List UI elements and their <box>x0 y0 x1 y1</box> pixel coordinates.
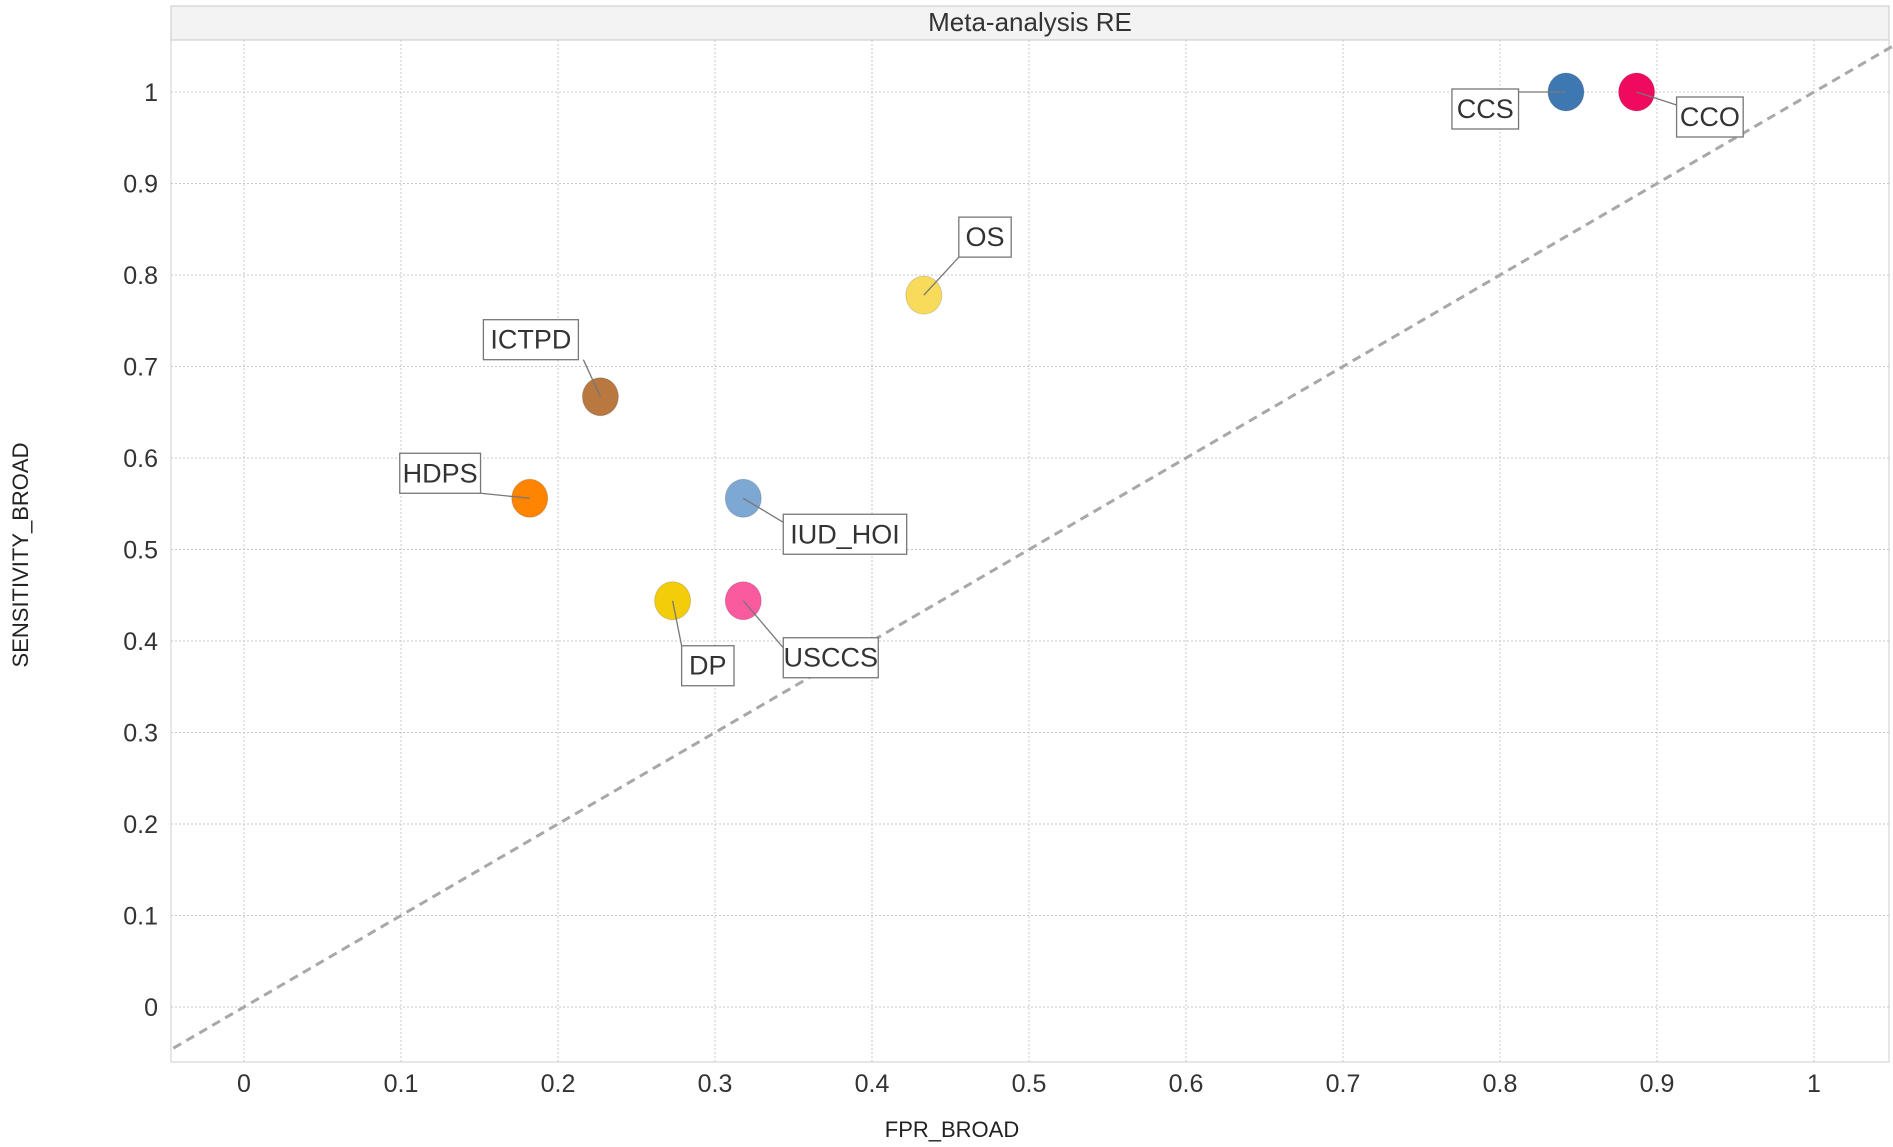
chart-title: Meta-analysis RE <box>928 7 1132 37</box>
label-leader-line <box>480 492 530 499</box>
x-tick-label: 0.8 <box>1483 1070 1518 1098</box>
label-leader-line <box>1636 91 1677 106</box>
point-label-box <box>680 645 735 687</box>
axis-ticks: 0 0.1 0.2 0.3 0.4 0.5 0.6 0.7 0.8 0.9 1 0 0.1 0.2 0.3 0… <box>123 79 1821 1098</box>
y-tick-label: 0.3 <box>123 720 158 748</box>
y-tick-label: 0.9 <box>123 171 158 199</box>
label-leader-line <box>742 497 784 523</box>
label-leader-line <box>923 256 960 296</box>
x-tick-label: 0.2 <box>541 1070 576 1098</box>
y-tick-label: 1 <box>144 79 158 107</box>
x-tick-label: 0.7 <box>1326 1070 1361 1098</box>
x-tick-label: 0.9 <box>1640 1070 1675 1098</box>
y-tick-label: 0.5 <box>123 537 158 565</box>
point-label-box <box>958 216 1012 258</box>
point-label-box <box>1675 96 1744 138</box>
reference-diagonal-line <box>172 44 1893 1050</box>
point-label-box <box>782 637 879 679</box>
point-label-box <box>782 513 908 555</box>
y-tick-label: 0 <box>144 994 158 1022</box>
x-tick-label: 0.6 <box>1169 1070 1204 1098</box>
point-label: DP <box>689 651 727 681</box>
point-label: HDPS <box>403 458 478 488</box>
x-axis-title: FPR_BROAD <box>885 1117 1019 1142</box>
point-label-box <box>482 319 580 361</box>
point-label-box <box>1451 88 1520 130</box>
title-strip <box>170 5 1890 41</box>
x-tick-label: 0.5 <box>1012 1070 1047 1098</box>
point-label-box <box>399 452 482 494</box>
point-label: OS <box>966 222 1005 252</box>
y-tick-label: 0.1 <box>123 903 158 931</box>
point-label: ICTPD <box>490 325 571 355</box>
x-tick-label: 0.4 <box>855 1070 890 1098</box>
point-labels: CCS CCO OS ICTPD HDPS IUD_HOI DP USCCS <box>399 88 1744 687</box>
x-tick-label: 1 <box>1807 1070 1821 1098</box>
y-tick-label: 0.2 <box>123 811 158 839</box>
plot-background <box>170 39 1890 1063</box>
reference-line-layer <box>172 44 1893 1050</box>
point-label: CCO <box>1680 102 1740 132</box>
y-tick-label: 0.4 <box>123 628 158 656</box>
y-axis-title: SENSITIVITY_BROAD <box>8 443 33 668</box>
y-tick-label: 0.6 <box>123 445 158 473</box>
point-label: USCCS <box>784 643 879 673</box>
label-leader-line <box>582 359 601 397</box>
x-tick-label: 0.1 <box>384 1070 419 1098</box>
label-leader-line <box>671 600 683 646</box>
y-tick-label: 0.8 <box>123 262 158 290</box>
point-label: CCS <box>1457 94 1514 124</box>
point-label: IUD_HOI <box>790 519 900 549</box>
x-tick-label: 0.3 <box>698 1070 733 1098</box>
y-tick-label: 0.7 <box>123 354 158 382</box>
label-leader-line <box>742 600 784 649</box>
x-tick-label: 0 <box>237 1070 251 1098</box>
